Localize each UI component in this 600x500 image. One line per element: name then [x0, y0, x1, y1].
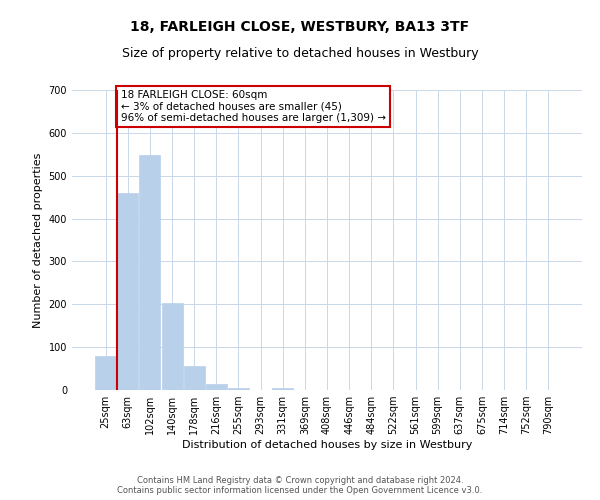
Bar	[139, 155, 160, 390]
Text: 18, FARLEIGH CLOSE, WESTBURY, BA13 3TF: 18, FARLEIGH CLOSE, WESTBURY, BA13 3TF	[130, 20, 470, 34]
Y-axis label: Number of detached properties: Number of detached properties	[33, 152, 43, 328]
X-axis label: Distribution of detached houses by size in Westbury: Distribution of detached houses by size …	[182, 440, 472, 450]
Text: Contains HM Land Registry data © Crown copyright and database right 2024.
Contai: Contains HM Land Registry data © Crown c…	[118, 476, 482, 495]
Text: Size of property relative to detached houses in Westbury: Size of property relative to detached ho…	[122, 48, 478, 60]
Bar	[118, 193, 139, 390]
Bar	[206, 384, 227, 390]
Bar	[228, 388, 249, 390]
Text: 18 FARLEIGH CLOSE: 60sqm
← 3% of detached houses are smaller (45)
96% of semi-de: 18 FARLEIGH CLOSE: 60sqm ← 3% of detache…	[121, 90, 386, 123]
Bar	[161, 304, 182, 390]
Bar	[184, 366, 205, 390]
Bar	[95, 356, 116, 390]
Bar	[272, 388, 293, 390]
